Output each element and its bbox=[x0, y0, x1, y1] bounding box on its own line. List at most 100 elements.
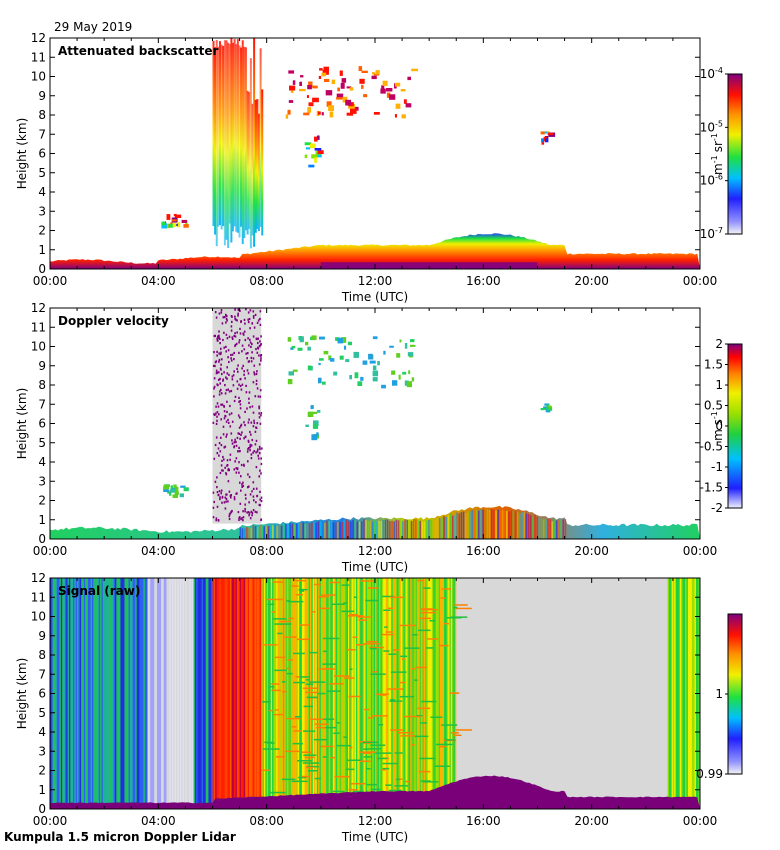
cloud-pixel bbox=[312, 97, 319, 103]
velocity-pixel bbox=[238, 461, 240, 464]
signal-streak bbox=[281, 691, 287, 693]
velocity-pixel bbox=[250, 345, 252, 348]
signal-column bbox=[410, 578, 412, 809]
velocity-pixel bbox=[240, 463, 243, 467]
velocity-pixel bbox=[253, 419, 255, 422]
signal-column bbox=[205, 578, 208, 809]
signal-column bbox=[343, 578, 346, 809]
velocity-streak bbox=[436, 518, 439, 539]
velocity-streak bbox=[475, 509, 478, 539]
cloud-pixel bbox=[403, 99, 407, 104]
signal-column bbox=[605, 578, 607, 809]
velocity-streak bbox=[263, 526, 266, 539]
signal-column bbox=[316, 578, 319, 809]
cloud-pixel bbox=[545, 131, 550, 134]
cloud-pixel bbox=[375, 70, 380, 75]
signal-column bbox=[360, 578, 362, 809]
signal-column bbox=[412, 578, 415, 809]
signal-column bbox=[399, 578, 402, 809]
signal-column bbox=[235, 578, 238, 809]
signal-column bbox=[113, 578, 116, 809]
signal-column bbox=[545, 578, 548, 809]
velocity-pixel bbox=[234, 332, 236, 335]
signal-streak bbox=[370, 647, 377, 650]
velocity-streak bbox=[313, 522, 315, 539]
velocity-pixel bbox=[218, 393, 221, 396]
y-tick-label: 8 bbox=[38, 108, 46, 122]
panel-2: 00:00 04:00 08:00 12:00 16:00 20:00 00:0001234… bbox=[15, 571, 743, 844]
cloud-pixel bbox=[321, 112, 324, 116]
velocity-pixel bbox=[255, 439, 258, 442]
velocity-pixel bbox=[220, 392, 223, 395]
signal-streak bbox=[420, 722, 427, 724]
cloud-pixel bbox=[361, 70, 368, 73]
velocity-pixel bbox=[226, 410, 228, 413]
signal-column bbox=[601, 578, 603, 809]
signal-streak bbox=[275, 756, 285, 758]
signal-streak bbox=[313, 583, 321, 586]
velocity-pixel bbox=[260, 518, 262, 522]
velocity-pixel bbox=[259, 340, 261, 343]
signal-column bbox=[548, 578, 551, 809]
velocity-streak bbox=[330, 520, 333, 539]
y-tick-label: 6 bbox=[38, 147, 46, 161]
signal-streak bbox=[418, 629, 431, 632]
velocity-streak bbox=[527, 514, 530, 539]
signal-column bbox=[418, 578, 421, 809]
signal-column bbox=[207, 578, 209, 809]
cloud-pixel bbox=[307, 85, 312, 90]
precip-streak bbox=[222, 45, 225, 226]
cloud-pixel bbox=[541, 138, 544, 143]
cloud-velocity-pixel bbox=[322, 381, 326, 385]
signal-streak bbox=[390, 699, 395, 701]
signal-column bbox=[155, 578, 158, 809]
velocity-pixel bbox=[236, 387, 239, 390]
signal-column bbox=[221, 578, 224, 809]
signal-streak bbox=[353, 596, 358, 598]
cloud-pixel bbox=[324, 78, 330, 82]
cloud-pixel bbox=[161, 221, 166, 226]
cloud-pixel bbox=[361, 84, 364, 89]
signal-column bbox=[429, 578, 431, 809]
velocity-pixel bbox=[239, 407, 242, 410]
cloud-velocity-pixel bbox=[398, 374, 401, 380]
velocity-pixel bbox=[226, 493, 228, 496]
velocity-pixel bbox=[220, 436, 222, 439]
signal-column bbox=[643, 578, 645, 809]
signal-column bbox=[138, 578, 140, 809]
velocity-pixel bbox=[215, 519, 217, 522]
velocity-streak bbox=[376, 521, 378, 539]
signal-column bbox=[266, 578, 269, 809]
velocity-pixel bbox=[223, 410, 226, 413]
velocity-streak bbox=[538, 517, 541, 539]
signal-column bbox=[220, 578, 223, 809]
velocity-pixel bbox=[244, 338, 247, 342]
velocity-pixel bbox=[225, 497, 228, 500]
velocity-streak bbox=[360, 521, 363, 539]
signal-streak bbox=[422, 781, 439, 783]
signal-column bbox=[575, 578, 578, 809]
velocity-pixel bbox=[241, 483, 243, 486]
signal-column bbox=[518, 578, 521, 809]
y-tick-label: 6 bbox=[38, 417, 46, 431]
precip-streak bbox=[225, 40, 228, 240]
signal-column bbox=[198, 578, 201, 809]
velocity-pixel bbox=[212, 421, 215, 424]
signal-column bbox=[215, 578, 217, 809]
velocity-pixel bbox=[242, 333, 245, 336]
signal-column bbox=[242, 578, 245, 809]
velocity-pixel bbox=[225, 376, 227, 379]
cloud-velocity-pixel bbox=[392, 380, 398, 386]
velocity-pixel bbox=[233, 446, 235, 449]
signal-column bbox=[236, 578, 239, 809]
velocity-pixel bbox=[251, 351, 253, 354]
signal-column bbox=[664, 578, 667, 809]
signal-streak bbox=[324, 726, 337, 729]
velocity-pixel bbox=[260, 335, 262, 338]
signal-column bbox=[651, 578, 653, 809]
signal-column bbox=[238, 578, 240, 809]
signal-column bbox=[201, 578, 204, 809]
signal-streak bbox=[399, 624, 416, 627]
velocity-pixel bbox=[259, 490, 261, 493]
velocity-pixel bbox=[231, 320, 233, 323]
